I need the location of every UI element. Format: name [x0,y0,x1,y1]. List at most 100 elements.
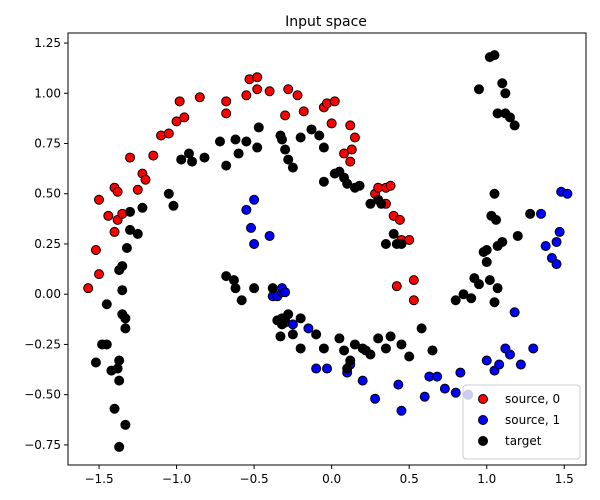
data-point [230,283,241,294]
data-point [427,345,438,356]
data-point [221,271,232,282]
data-point [489,50,500,61]
data-point [473,84,484,95]
data-point [83,283,94,294]
data-point [525,208,536,219]
data-point [357,375,368,386]
plot-area [67,32,587,466]
data-point [249,283,260,294]
data-point [458,289,469,300]
data-point [132,184,143,195]
data-point [455,367,466,378]
x-tick-label: 1.0 [477,472,496,486]
data-point [497,78,508,89]
data-point [492,283,503,294]
data-point [109,403,120,414]
axes-border [67,32,587,466]
data-point [187,156,198,167]
data-point [450,295,461,306]
data-point [393,379,404,390]
data-point [199,152,210,163]
data-point [380,238,391,249]
data-point [295,343,306,354]
data-point [280,144,291,155]
data-point [275,331,286,342]
data-point [230,134,241,145]
chart-title: Input space [285,14,367,30]
data-point [432,371,443,382]
data-point [509,120,520,131]
data-point [292,90,303,101]
data-point [318,176,329,187]
data-point [228,275,239,286]
data-point [554,226,565,237]
data-point [329,96,340,107]
legend-marker [478,415,488,425]
data-point [404,351,415,362]
data-point [101,299,112,310]
data-point [489,297,500,308]
x-tick-label: 1.5 [555,472,574,486]
series-layer [83,50,573,452]
data-point [112,363,123,374]
data-point [505,112,516,123]
data-point [388,228,399,239]
data-point [396,405,407,416]
data-point [497,236,508,247]
data-point [214,136,225,147]
data-point [494,359,505,370]
data-point [125,224,136,235]
data-point [287,329,298,340]
data-point [318,142,329,153]
data-point [137,202,148,213]
data-point [345,120,356,131]
data-point [311,363,322,374]
data-point [298,106,309,117]
data-point [349,339,360,350]
data-point [176,154,187,165]
data-point [252,142,263,153]
data-point [249,238,260,249]
data-point [252,84,263,95]
y-tick-label: −0.25 [24,337,61,351]
data-point [114,375,125,386]
data-point [264,86,275,97]
data-point [345,355,356,366]
data-point [439,383,450,394]
data-point [551,236,562,247]
x-axis: −1.5 −1.0 −0.5 0.0 0.5 1.0 1.5 [84,465,574,486]
data-point [90,357,101,368]
data-point [376,198,387,209]
legend-label: source, 0 [505,392,560,406]
data-point [114,441,125,452]
data-point [90,245,101,256]
data-point [168,200,179,211]
data-point [295,132,306,143]
data-point [246,222,257,233]
data-point [267,283,278,294]
y-tick-label: 0.75 [34,137,61,151]
data-point [385,180,396,191]
data-point [112,186,123,197]
y-tick-label: 0.25 [34,237,61,251]
data-point [339,345,350,356]
legend-label: target [505,434,542,448]
data-point [416,323,427,334]
x-tick-label: −1.5 [84,472,113,486]
data-point [318,343,329,354]
data-point [287,319,298,330]
data-point [174,96,185,107]
data-point [419,391,430,402]
x-tick-label: 0.0 [322,472,341,486]
data-point [473,279,484,290]
data-point [241,90,252,101]
y-axis: −0.75 −0.50 −0.25 0.00 0.25 0.50 0.75 1.00 1.25 [24,36,68,452]
data-point [481,257,492,268]
legend-marker [478,436,488,446]
data-point [264,230,275,241]
data-point [396,339,407,350]
data-point [500,88,511,99]
legend-box [462,384,581,460]
data-point [491,214,502,225]
